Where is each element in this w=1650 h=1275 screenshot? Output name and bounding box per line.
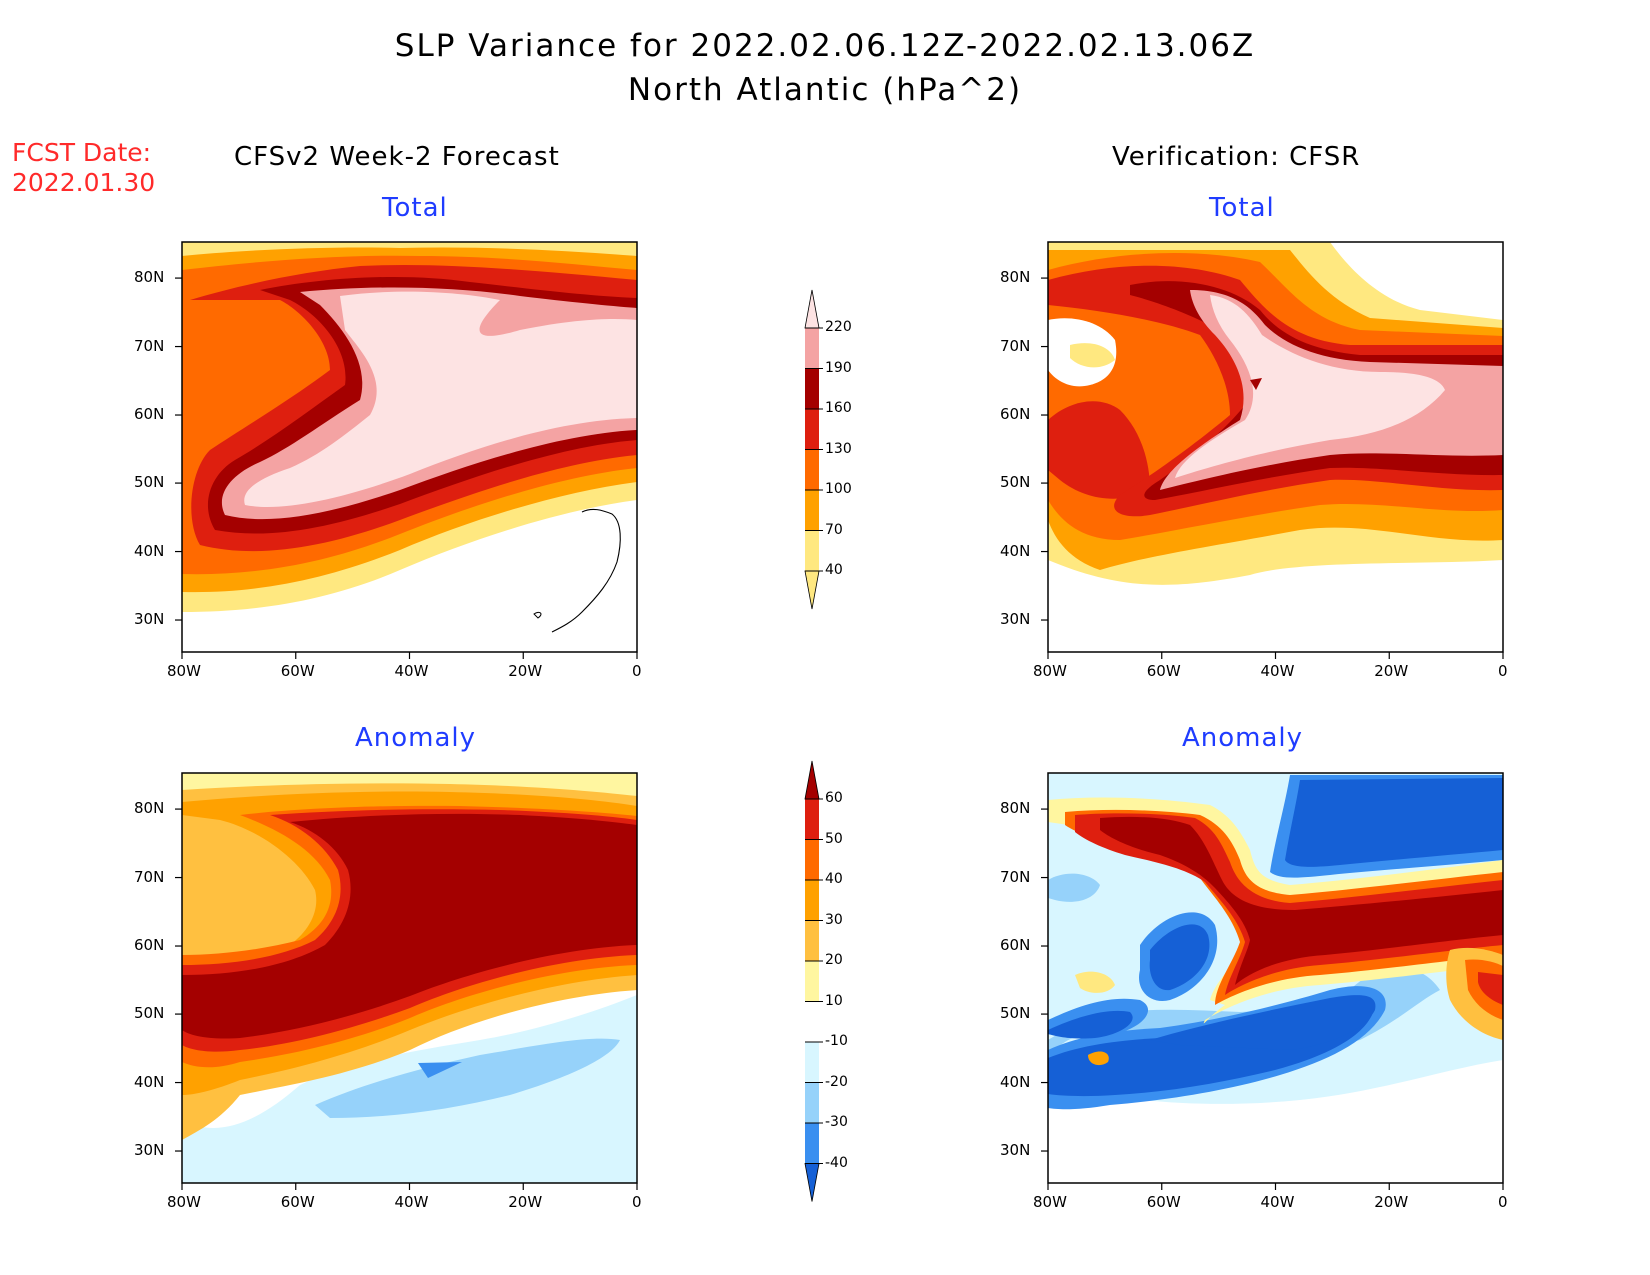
colorbar-segment — [805, 409, 819, 450]
colorbar-segment — [805, 1001, 819, 1042]
lon-tick-label: 40W — [1260, 1193, 1295, 1211]
lat-tick-label: 50N — [1000, 1004, 1031, 1023]
colorbar-level-label: 190 — [825, 359, 852, 376]
colorbar-level-label: 40 — [825, 562, 843, 578]
colorbar-level-label: 40 — [825, 871, 843, 887]
colorbar-level-label: 220 — [825, 319, 852, 335]
lon-tick-label: 40W — [1260, 662, 1295, 680]
colorbar-top-extension — [804, 760, 820, 800]
lat-tick-label: 80N — [134, 268, 165, 287]
colorbar-total — [804, 289, 823, 610]
colorbar-bottom-extension — [804, 570, 820, 610]
forecast-column-title: CFSv2 Week-2 Forecast — [234, 142, 560, 172]
lat-tick-label: 30N — [134, 610, 165, 629]
colorbar-level-label: 60 — [825, 790, 843, 806]
forecast-total-title: Total — [382, 193, 448, 223]
colorbar-bottom-extension — [804, 1163, 820, 1202]
forecast-total-map — [181, 241, 638, 653]
colorbar-level-label: 20 — [825, 952, 843, 968]
lon-tick-label: 80W — [1033, 1193, 1067, 1211]
main-subtitle: North Atlantic (hPa^2) — [627, 72, 1023, 108]
colorbar-segment — [805, 880, 819, 921]
colorbar-segment — [805, 449, 819, 490]
lon-tick-label: 60W — [1146, 662, 1181, 680]
verif-total-map — [1047, 241, 1504, 653]
colorbar-top-extension — [804, 289, 820, 329]
fcst-date-label: FCST Date: — [12, 138, 152, 167]
lon-tick-label: 40W — [394, 1193, 429, 1211]
lat-tick-label: 30N — [1000, 1141, 1031, 1160]
lat-tick-label: 40N — [1000, 541, 1031, 560]
verification-column-title: Verification: CFSR — [1112, 142, 1361, 172]
verif-anomaly-title: Anomaly — [1182, 723, 1304, 753]
colorbar-level-label: 100 — [825, 481, 852, 497]
lat-tick-label: 70N — [134, 867, 165, 886]
lat-tick-label: 30N — [134, 1141, 165, 1160]
colorbar-level-label: -40 — [825, 1154, 848, 1171]
lat-tick-label: 50N — [1000, 473, 1031, 492]
lat-tick-label: 30N — [1000, 610, 1031, 629]
colorbar-anomaly — [804, 760, 823, 1202]
lat-tick-label: 60N — [134, 936, 165, 955]
lon-tick-label: 20W — [508, 1193, 543, 1211]
colorbar-segment — [805, 1042, 819, 1083]
lat-tick-label: 60N — [134, 405, 165, 424]
lon-tick-label: 80W — [167, 662, 201, 680]
lat-tick-label: 80N — [134, 799, 165, 818]
forecast-anomaly-map — [181, 772, 638, 1184]
lat-tick-label: 60N — [1000, 405, 1031, 424]
colorbar-segment — [805, 799, 819, 840]
lat-tick-label: 70N — [1000, 336, 1031, 355]
lon-tick-label: 60W — [280, 662, 315, 680]
lon-tick-label: 60W — [1146, 1193, 1181, 1211]
axis-ticks — [175, 277, 1504, 1190]
colorbar-segment — [805, 961, 819, 1002]
colorbar-level-label: -10 — [825, 1033, 848, 1049]
colorbar-level-label: 30 — [825, 911, 843, 928]
lat-tick-label: 60N — [1000, 936, 1031, 955]
lat-tick-label: 70N — [1000, 867, 1031, 886]
lon-tick-label: 20W — [1374, 662, 1409, 680]
main-title: SLP Variance for 2022.02.06.12Z-2022.02.… — [394, 28, 1256, 64]
colorbar-segment — [805, 328, 819, 369]
colorbar-level-label: 160 — [825, 400, 852, 416]
lat-tick-label: 80N — [1000, 268, 1031, 287]
colorbar-level-label: 10 — [825, 992, 843, 1009]
lon-tick-label: 80W — [1033, 662, 1067, 680]
lat-tick-label: 40N — [134, 1072, 165, 1091]
lon-tick-label: 0 — [1498, 662, 1508, 680]
lon-tick-label: 60W — [280, 1193, 315, 1211]
colorbar-level-label: 130 — [825, 440, 852, 457]
fcst-date-value: 2022.01.30 — [12, 168, 156, 197]
lat-tick-label: 40N — [134, 541, 165, 560]
colorbar-level-label: 50 — [825, 830, 843, 847]
lon-tick-label: 20W — [508, 662, 543, 680]
lat-tick-label: 50N — [134, 473, 165, 492]
lat-tick-label: 70N — [134, 336, 165, 355]
colorbar-segment — [805, 368, 819, 409]
verif-anomaly-map — [1047, 772, 1504, 1184]
verif-total-title: Total — [1209, 193, 1275, 223]
lon-tick-label: 0 — [1498, 1193, 1508, 1211]
colorbar-segment — [805, 530, 819, 571]
colorbar-level-label: 70 — [825, 521, 843, 538]
lon-tick-label: 0 — [632, 1193, 642, 1211]
lon-tick-label: 40W — [394, 662, 429, 680]
colorbar-segment — [805, 1082, 819, 1123]
colorbar-segment — [805, 490, 819, 531]
lat-tick-label: 40N — [1000, 1072, 1031, 1091]
lon-tick-label: 0 — [632, 662, 642, 680]
colorbar-level-label: -20 — [825, 1073, 848, 1090]
colorbar-segment — [805, 839, 819, 880]
lon-tick-label: 20W — [1374, 1193, 1409, 1211]
colorbar-segment — [805, 1123, 819, 1164]
lon-tick-label: 80W — [167, 1193, 201, 1211]
lat-tick-label: 50N — [134, 1004, 165, 1023]
colorbar-level-label: -30 — [825, 1114, 848, 1130]
forecast-anomaly-title: Anomaly — [355, 723, 477, 753]
colorbar-segment — [805, 920, 819, 961]
lat-tick-label: 80N — [1000, 799, 1031, 818]
